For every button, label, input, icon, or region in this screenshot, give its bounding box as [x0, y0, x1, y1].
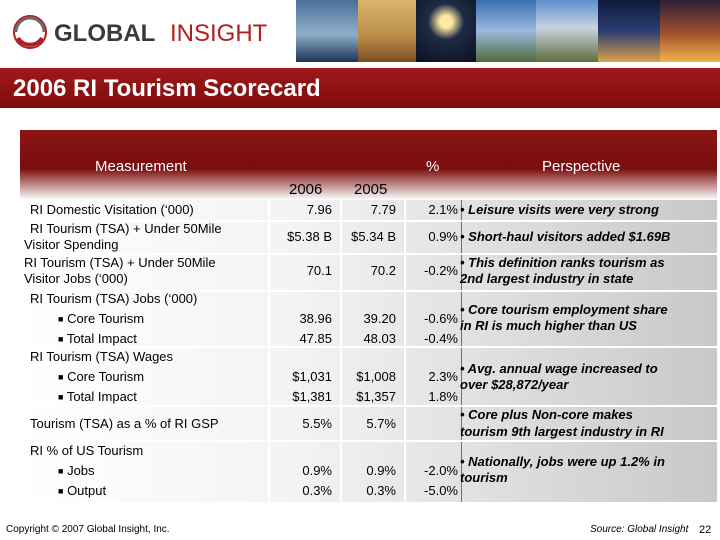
global-insight-logo: GLOBAL INSIGHT — [13, 15, 268, 49]
sub-row-label: ■ Total Impact — [58, 331, 137, 346]
photo-ocean-image — [296, 0, 358, 62]
column-header-2005: 2005 — [354, 181, 388, 198]
header-photo-strip — [296, 0, 720, 62]
value-pct: -5.0% — [424, 483, 458, 498]
perspective-text: • Core tourism employment share — [460, 302, 668, 317]
value-pct: 2.3% — [428, 369, 458, 384]
value-pct: 1.8% — [428, 389, 458, 404]
value-pct: -0.6% — [424, 311, 458, 326]
square-bullet-icon: ■ — [58, 372, 64, 382]
sub-row-label: ■ Jobs — [58, 463, 95, 478]
value-2006: 47.85 — [299, 331, 332, 346]
value-pct: 0.9% — [428, 229, 458, 244]
value-2006: 0.3% — [302, 483, 332, 498]
svg-text:GLOBAL: GLOBAL — [54, 20, 155, 47]
square-bullet-icon: ■ — [58, 466, 64, 476]
value-2006: $5.38 B — [287, 229, 332, 244]
value-2006: 0.9% — [302, 463, 332, 478]
value-2005: $5.34 B — [351, 229, 396, 244]
row-divider — [20, 290, 717, 292]
square-bullet-icon: ■ — [58, 334, 64, 344]
value-2006: 70.1 — [306, 263, 332, 278]
column-header-perspective: Perspective — [542, 158, 621, 175]
column-header-percent: % — [426, 158, 440, 175]
row-label: RI Domestic Visitation (‘000) — [30, 202, 194, 217]
photo-harbor-image — [476, 0, 536, 62]
value-pct: 2.1% — [428, 202, 458, 217]
row-label: RI Tourism (TSA) Wages — [30, 349, 174, 364]
perspective-text: • Nationally, jobs were up 1.2% in — [460, 454, 665, 469]
column-divider — [340, 200, 342, 502]
svg-text:INSIGHT: INSIGHT — [170, 20, 268, 47]
table-header — [20, 130, 717, 200]
perspective-text: in RI is much higher than US — [460, 318, 637, 333]
row-divider — [20, 346, 717, 348]
perspective-text: tourism — [460, 470, 508, 485]
table-body — [20, 200, 717, 502]
row-divider — [20, 220, 717, 222]
value-2006: $1,381 — [292, 389, 332, 404]
column-header-2006: 2006 — [289, 181, 323, 198]
photo-mansion-image — [536, 0, 598, 62]
row-divider — [20, 405, 717, 407]
perspective-text: 2nd largest industry in state — [460, 271, 634, 286]
value-pct: -0.2% — [424, 263, 458, 278]
value-2005: 48.03 — [363, 331, 396, 346]
square-bullet-icon: ■ — [58, 392, 64, 402]
value-2005: 7.79 — [370, 202, 396, 217]
row-label: RI Tourism (TSA) + Under 50Mile — [30, 221, 222, 236]
row-label: RI % of US Tourism — [30, 443, 144, 458]
value-2006: $1,031 — [292, 369, 332, 384]
value-2005: $1,008 — [356, 369, 396, 384]
row-label: RI Tourism (TSA) + Under 50Mile — [24, 255, 216, 270]
row-label: RI Tourism (TSA) Jobs (‘000) — [30, 291, 198, 306]
value-2005: 39.20 — [363, 311, 396, 326]
square-bullet-icon: ■ — [58, 486, 64, 496]
value-2005: 5.7% — [366, 416, 396, 431]
value-2006: 7.96 — [306, 202, 332, 217]
value-2005: 70.2 — [370, 263, 396, 278]
value-2005: 0.3% — [366, 483, 396, 498]
row-divider — [20, 253, 717, 255]
sub-row-label: ■ Output — [58, 483, 107, 498]
perspective-text: tourism 9th largest industry in RI — [460, 424, 664, 439]
page-number: 22 — [699, 524, 712, 536]
value-pct: -0.4% — [424, 331, 458, 346]
perspective-text: • Core plus Non-core makes — [460, 407, 633, 422]
title-bar — [0, 68, 720, 108]
sub-row-label: ■ Total Impact — [58, 389, 137, 404]
perspective-text: • Leisure visits were very strong — [460, 202, 659, 217]
perspective-text: • Short-haul visitors added $1.69B — [460, 229, 671, 244]
perspective-text: over $28,872/year — [460, 377, 569, 392]
page-title: 2006 RI Tourism Scorecard — [13, 75, 321, 102]
square-bullet-icon: ■ — [58, 314, 64, 324]
row-label: Visitor Jobs (‘000) — [24, 271, 128, 286]
photo-lighthouse-image — [416, 0, 476, 62]
value-pct: -2.0% — [424, 463, 458, 478]
column-divider — [268, 200, 270, 502]
column-divider — [461, 200, 462, 502]
sub-row-label: ■ Core Tourism — [58, 311, 145, 326]
copyright-text: Copyright © 2007 Global Insight, Inc. — [6, 524, 170, 535]
sub-row-label: ■ Core Tourism — [58, 369, 145, 384]
perspective-text: • Avg. annual wage increased to — [460, 361, 658, 376]
column-divider — [404, 200, 406, 502]
value-2005: $1,357 — [356, 389, 396, 404]
source-text: Source: Global Insight — [590, 524, 689, 535]
row-label: Tourism (TSA) as a % of RI GSP — [30, 416, 219, 431]
photo-sunset-image — [660, 0, 720, 62]
value-2005: 0.9% — [366, 463, 396, 478]
column-header-measurement: Measurement — [95, 158, 187, 175]
row-divider — [20, 440, 717, 442]
row-label: Visitor Spending — [24, 237, 119, 252]
value-2006: 38.96 — [299, 311, 332, 326]
value-2006: 5.5% — [302, 416, 332, 431]
photo-bay-image — [358, 0, 416, 62]
photo-city-night-image — [598, 0, 660, 62]
perspective-text: • This definition ranks tourism as — [460, 255, 665, 270]
